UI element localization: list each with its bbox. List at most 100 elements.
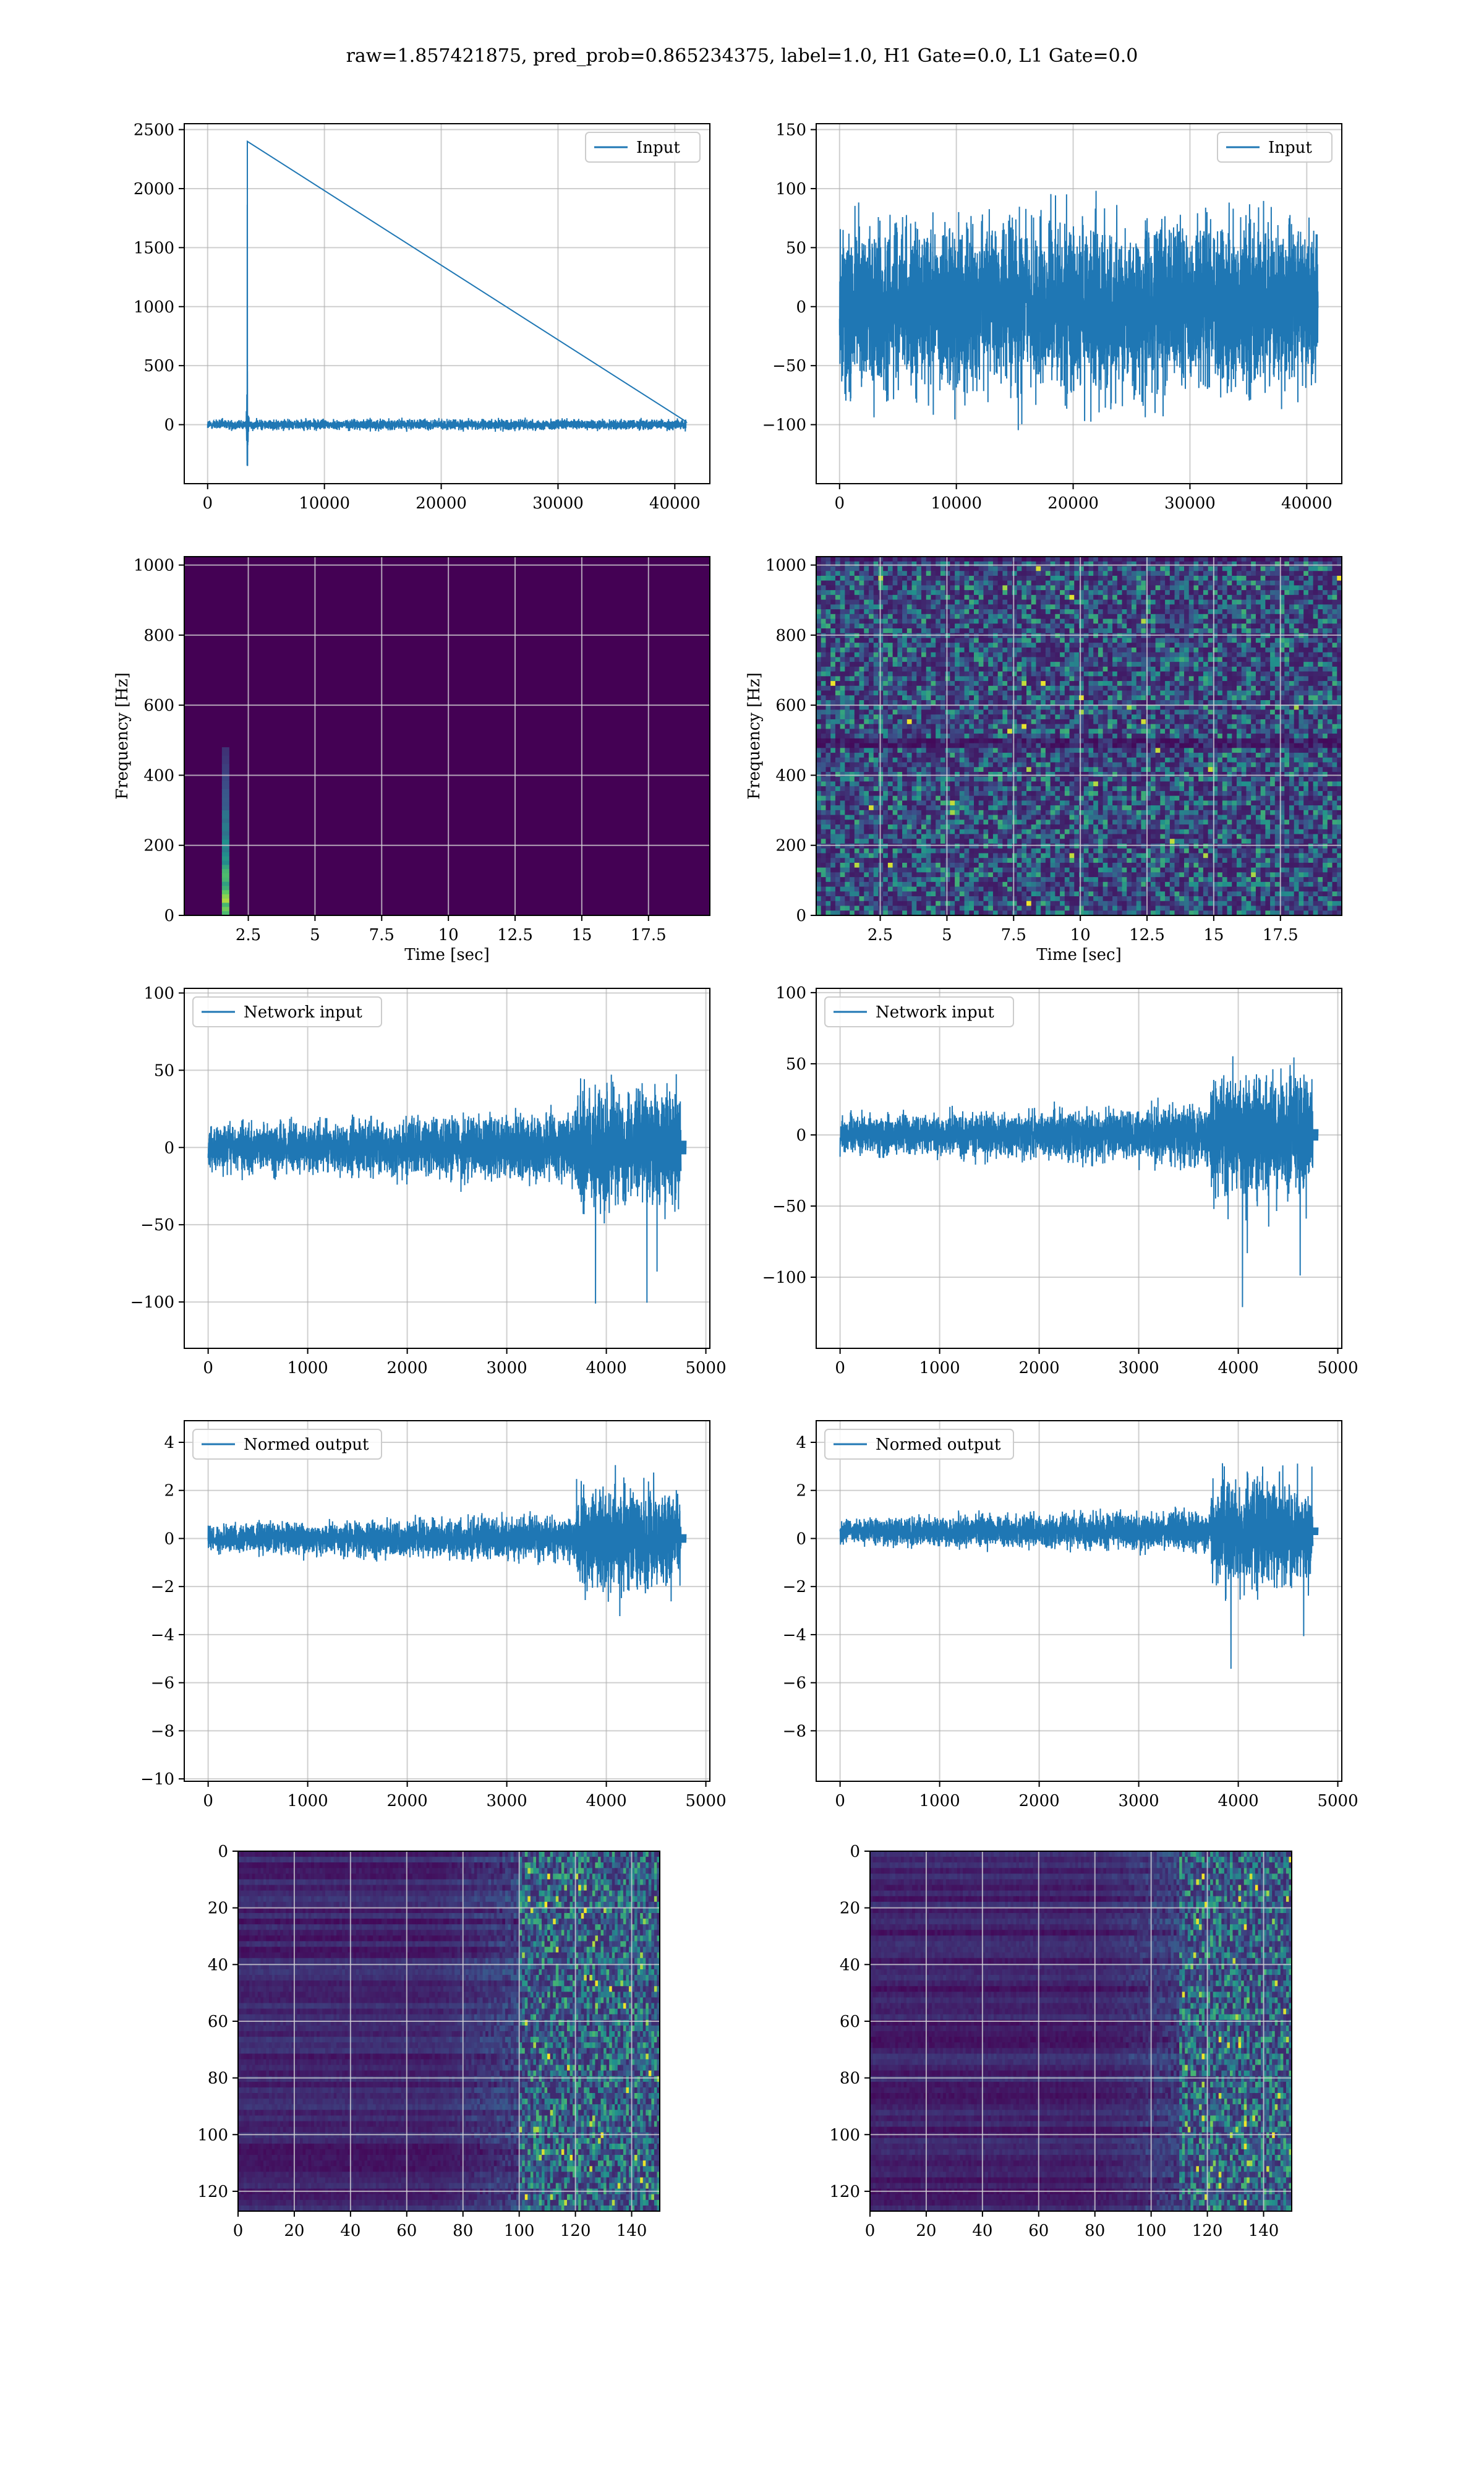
heatmap-cell: [1122, 618, 1127, 624]
heatmap-cell: [1217, 585, 1223, 591]
heatmap-cell: [1141, 729, 1146, 734]
heatmap-cell: [1294, 757, 1300, 763]
heatmap-cell: [992, 633, 999, 639]
heatmap-cell: [816, 571, 822, 576]
heatmap-cell: [1241, 575, 1247, 581]
heatmap-cell: [1112, 623, 1118, 629]
heatmap-cell: [1041, 719, 1046, 725]
heatmap-cell: [1255, 561, 1261, 567]
heatmap-cell: [1318, 757, 1323, 763]
heatmap-cell: [1088, 618, 1094, 624]
heatmap-cell: [1026, 590, 1032, 596]
heatmap-cell: [1050, 633, 1055, 639]
heatmap-cell: [1155, 690, 1161, 696]
heatmap-cell: [911, 666, 917, 672]
heatmap-cell: [1260, 666, 1266, 672]
heatmap-cell: [816, 743, 822, 748]
heatmap-cell: [1132, 566, 1137, 571]
heatmap-cell: [1031, 557, 1037, 562]
heatmap-cell: [1323, 662, 1328, 667]
heatmap-cell: [1060, 662, 1065, 667]
heatmap-cell: [1069, 666, 1075, 672]
heatmap-cell: [950, 714, 955, 720]
heatmap-cell: [964, 594, 970, 601]
heatmap-cell: [1308, 618, 1314, 624]
heatmap-cell: [1083, 614, 1090, 620]
heatmap-cell: [1155, 594, 1161, 601]
heatmap-cell: [864, 643, 869, 648]
heatmap-cell: [1274, 681, 1281, 687]
heatmap-cell: [1017, 714, 1022, 720]
heatmap-cell: [974, 666, 979, 672]
heatmap-cell: [992, 757, 999, 763]
heatmap-cell: [1122, 700, 1127, 706]
heatmap-cell: [835, 647, 841, 653]
heatmap-cell: [864, 709, 869, 715]
heatmap-cell: [1303, 704, 1309, 711]
heatmap-cell: [926, 638, 932, 643]
heatmap-cell: [1222, 748, 1228, 753]
heatmap-cell: [1069, 714, 1075, 720]
heatmap-cell: [1237, 609, 1242, 615]
heatmap-cell: [1002, 757, 1008, 763]
heatmap-cell: [945, 585, 950, 591]
heatmap-cell: [978, 709, 984, 715]
heatmap-cell: [969, 652, 974, 657]
heatmap-cell: [1098, 753, 1104, 758]
heatmap-cell: [1169, 685, 1175, 691]
heatmap-cell: [1002, 628, 1008, 634]
heatmap-cell: [835, 594, 841, 601]
heatmap-cell: [1165, 666, 1171, 672]
heatmap-cell: [1012, 566, 1018, 571]
heatmap-cell: [1193, 585, 1199, 591]
heatmap-cell: [1088, 724, 1094, 729]
heatmap-cell: [1327, 657, 1333, 662]
heatmap-cell: [1036, 633, 1041, 639]
heatmap-cell: [1284, 575, 1290, 581]
heatmap-cell: [992, 580, 999, 586]
heatmap-cell: [1255, 557, 1261, 562]
heatmap-cell: [892, 753, 898, 758]
heatmap-cell: [1184, 633, 1190, 639]
heatmap-cell: [931, 729, 936, 734]
heatmap-cell: [1069, 638, 1075, 643]
heatmap-cell: [1232, 575, 1237, 581]
heatmap-cell: [974, 681, 979, 687]
heatmap-cell: [926, 690, 932, 696]
heatmap-cell: [950, 647, 955, 653]
heatmap-cell: [1074, 676, 1080, 682]
heatmap-cell: [978, 575, 984, 581]
heatmap-cell: [1045, 652, 1051, 657]
heatmap-cell: [1112, 643, 1118, 648]
heatmap-cell: [1002, 571, 1008, 576]
heatmap-cell: [969, 599, 974, 605]
heatmap-cell: [1289, 681, 1295, 687]
heatmap-cell: [959, 557, 965, 562]
heatmap-cell: [1026, 604, 1032, 610]
heatmap-cell: [950, 662, 955, 667]
heatmap-cell: [1050, 647, 1055, 653]
heatmap-cell: [911, 585, 917, 591]
heatmap-cell: [936, 757, 941, 763]
heatmap-cell: [1270, 594, 1276, 601]
heatmap-cell: [1132, 719, 1137, 725]
heatmap-cell: [1002, 633, 1008, 639]
heatmap-cell: [1232, 557, 1237, 562]
heatmap-cell: [883, 643, 889, 648]
heatmap-cell: [1026, 594, 1032, 601]
heatmap-cell: [1241, 561, 1247, 567]
heatmap-cell: [1050, 580, 1055, 586]
heatmap-cell: [1203, 690, 1209, 696]
heatmap-cell: [1007, 599, 1013, 605]
heatmap-cell: [1303, 599, 1309, 605]
heatmap-cell: [1064, 585, 1070, 591]
heatmap-cell: [1246, 676, 1252, 682]
heatmap-cell: [1308, 580, 1314, 586]
heatmap-cell: [1045, 604, 1051, 610]
heatmap-cell: [1188, 604, 1195, 610]
heatmap-cell: [1169, 748, 1175, 753]
heatmap-cell: [854, 652, 860, 657]
heatmap-cell: [978, 614, 984, 620]
heatmap-cell: [1064, 557, 1070, 562]
heatmap-cell: [1045, 729, 1051, 734]
